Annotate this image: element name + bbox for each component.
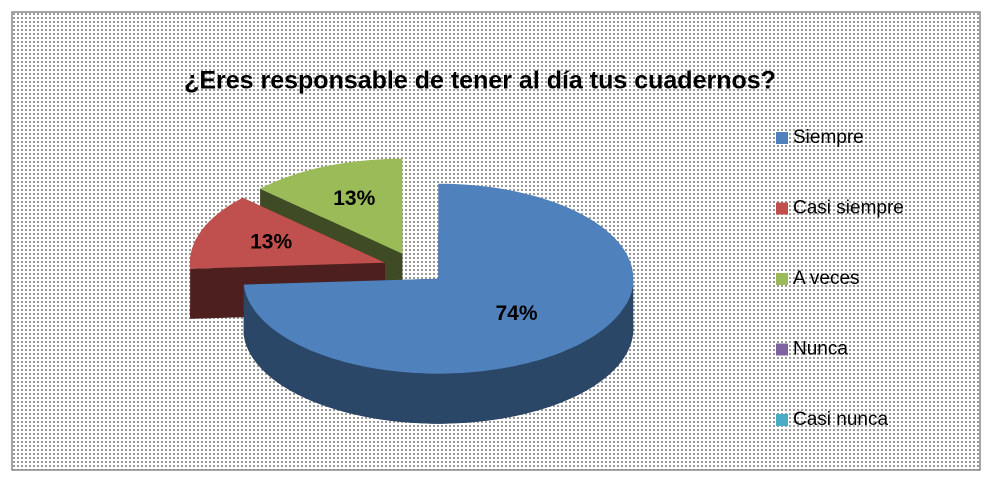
legend-swatch xyxy=(776,273,788,285)
legend-swatch xyxy=(776,414,788,426)
data-label: 13% xyxy=(333,187,375,210)
legend-label: Casi siempre xyxy=(793,198,904,219)
data-label: 13% xyxy=(250,230,292,253)
legend-label: Casi nunca xyxy=(793,409,888,430)
data-label: 74% xyxy=(495,302,537,325)
chart-title: ¿Eres responsable de tener al día tus cu… xyxy=(184,67,776,95)
slice xyxy=(189,197,385,269)
pie: 74% 13% 13% xyxy=(189,158,634,424)
legend-swatch xyxy=(776,202,788,215)
legend-label: Nunca xyxy=(793,339,848,360)
legend-swatch xyxy=(776,132,788,144)
legend-swatch xyxy=(776,343,788,356)
slice xyxy=(243,183,634,374)
legend-label: Siempre xyxy=(793,127,864,148)
legend: Siempre Casi siempre A veces Nunca Casi nunc… xyxy=(776,127,904,430)
legend-label: A veces xyxy=(793,268,860,289)
slice xyxy=(260,158,403,254)
slice-side xyxy=(243,278,634,424)
